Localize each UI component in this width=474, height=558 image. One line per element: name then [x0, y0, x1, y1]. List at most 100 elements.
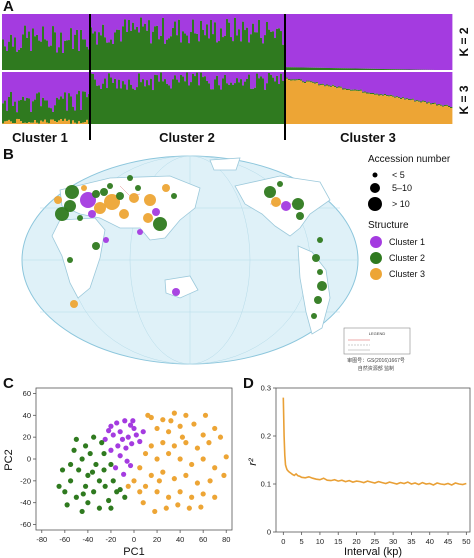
structure-bar — [418, 101, 421, 124]
structure-bar — [148, 20, 151, 70]
structure-bar — [328, 72, 331, 86]
structure-bar — [66, 120, 69, 124]
structure-bar — [120, 14, 123, 42]
structure-bar — [430, 104, 433, 124]
structure-bar — [344, 88, 347, 90]
structure-bar — [318, 85, 321, 124]
structure-bar — [94, 31, 97, 70]
pca-point — [127, 422, 134, 428]
structure-bar — [238, 72, 241, 83]
structure-bar — [220, 89, 223, 124]
legend-cluster3-marker — [370, 268, 382, 280]
structure-bar — [370, 14, 373, 69]
pca-point — [217, 434, 224, 440]
structure-bar — [130, 14, 133, 31]
map-accession-point — [137, 229, 143, 235]
structure-bar — [442, 72, 445, 106]
structure-bar — [142, 26, 145, 70]
structure-bar — [300, 80, 303, 124]
structure-bar — [64, 14, 67, 41]
pca-point — [160, 440, 166, 446]
pca-point — [160, 469, 166, 475]
structure-bar — [430, 103, 433, 105]
structure-bar — [326, 14, 329, 68]
structure-bar — [292, 67, 295, 70]
structure-bar — [216, 42, 219, 70]
structure-bar — [348, 14, 351, 69]
pca-point — [175, 502, 181, 508]
structure-bar — [258, 19, 261, 70]
structure-bar — [198, 41, 201, 70]
structure-bar — [298, 80, 301, 124]
pca-point — [212, 494, 218, 500]
structure-bar — [96, 14, 99, 45]
legend-cluster1-label: Cluster 1 — [389, 237, 425, 247]
map-accession-point — [119, 209, 129, 219]
structure-bar — [398, 98, 401, 124]
structure-bar — [84, 122, 87, 124]
map-accession-point — [172, 288, 180, 296]
structure-bar — [298, 72, 301, 79]
structure-bar — [224, 72, 227, 75]
structure-bar — [376, 68, 379, 70]
structure-bar — [186, 72, 189, 73]
structure-bar — [132, 22, 135, 70]
structure-bar — [20, 121, 23, 124]
structure-bar — [152, 14, 155, 32]
structure-bar — [264, 35, 267, 70]
structure-bar — [20, 72, 23, 101]
structure-bar — [14, 37, 17, 70]
structure-bar — [410, 100, 413, 124]
structure-bar — [112, 82, 115, 124]
map-accession-point — [103, 237, 109, 243]
structure-bar — [84, 39, 87, 70]
structure-bar — [344, 89, 347, 124]
structure-bar — [336, 72, 339, 88]
structure-bar — [106, 14, 109, 43]
structure-bar — [70, 96, 73, 124]
structure-bar — [128, 72, 131, 80]
structure-bar — [156, 25, 159, 71]
structure-bar — [256, 73, 259, 124]
structure-bar — [150, 78, 153, 124]
map-accession-point — [311, 313, 317, 319]
structure-bar — [246, 78, 249, 124]
structure-bar — [310, 14, 313, 68]
pca-point — [96, 505, 103, 511]
structure-bar — [142, 14, 145, 27]
structure-bar — [82, 122, 85, 124]
structure-bar — [62, 120, 65, 124]
structure-bar — [364, 91, 367, 93]
structure-bar — [140, 14, 143, 18]
structure-bar — [156, 75, 159, 124]
legend-size-large: > 10 — [392, 199, 410, 209]
structure-bar — [192, 14, 195, 20]
structure-bar — [316, 72, 319, 83]
structure-bar — [18, 14, 21, 50]
structure-bar — [278, 72, 281, 85]
structure-bar — [380, 72, 383, 95]
structure-bar — [262, 14, 265, 44]
structure-bar — [404, 99, 407, 124]
structure-bar — [408, 72, 411, 99]
structure-bar — [184, 72, 187, 82]
structure-bar — [432, 72, 435, 103]
map-accession-point — [271, 197, 281, 207]
structure-bar — [250, 88, 253, 124]
structure-bar — [160, 14, 163, 36]
structure-bar — [278, 14, 281, 29]
structure-bar — [262, 43, 265, 70]
pca-point — [119, 436, 126, 442]
structure-bar — [212, 14, 215, 35]
structure-bar — [128, 19, 131, 70]
pca-xtick-label: 0 — [132, 535, 136, 544]
structure-bar — [36, 14, 39, 35]
structure-bar — [174, 75, 177, 124]
structure-bar — [124, 14, 127, 20]
structure-bar — [312, 67, 315, 70]
structure-bar — [160, 72, 163, 124]
structure-bar — [336, 68, 339, 70]
legend-cluster1-marker — [370, 236, 382, 248]
structure-bar — [426, 14, 429, 70]
structure-bar — [304, 72, 307, 83]
